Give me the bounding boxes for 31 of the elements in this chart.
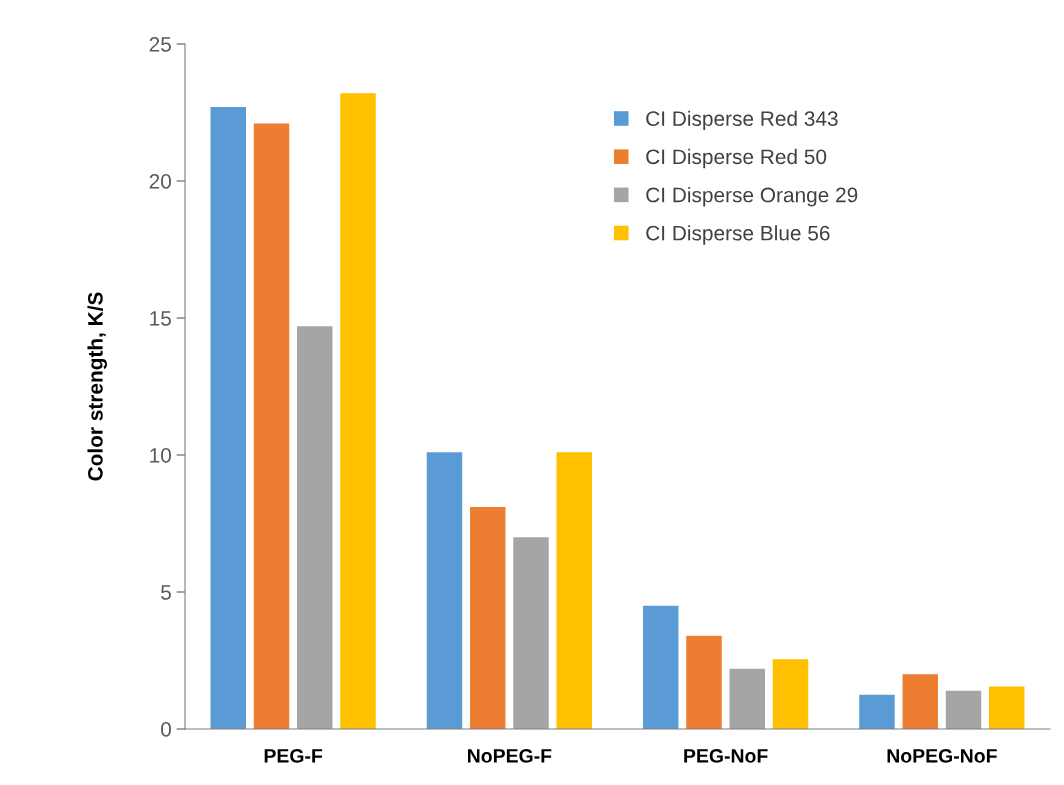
y-tick-label: 25 (149, 37, 171, 52)
bar (686, 635, 722, 729)
x-tick-label: PEG-F (264, 748, 323, 763)
bar (643, 605, 679, 729)
bar (989, 686, 1025, 729)
legend-label: CI Disperse Blue 56 (646, 225, 830, 245)
bar (426, 452, 463, 729)
bar (902, 674, 938, 729)
bar (210, 107, 246, 729)
legend-label: CI Disperse Orange 29 (646, 187, 858, 207)
y-tick-label: 10 (150, 448, 171, 463)
y-axis-title: Color strength, K/S (87, 292, 107, 481)
bar (297, 326, 333, 729)
bar (253, 123, 290, 729)
bar (513, 537, 549, 729)
x-tick-label: NoPEG-NoF (887, 748, 997, 763)
y-tick-label: 0 (161, 722, 171, 737)
x-tick-label: NoPEG-F (468, 748, 552, 763)
bar (470, 507, 506, 729)
bar (729, 668, 765, 729)
bar (556, 452, 592, 729)
y-tick-label: 15 (150, 311, 171, 326)
bar (945, 690, 982, 729)
bar (859, 694, 895, 729)
legend-label: CI Disperse Red 50 (646, 148, 827, 169)
bar (340, 93, 376, 729)
y-tick-label: 20 (149, 174, 171, 189)
y-tick-label: 5 (161, 585, 171, 600)
legend-label: CI Disperse Red 343 (646, 110, 838, 131)
bar (772, 659, 809, 729)
x-tick-label: PEG-NoF (684, 748, 768, 763)
